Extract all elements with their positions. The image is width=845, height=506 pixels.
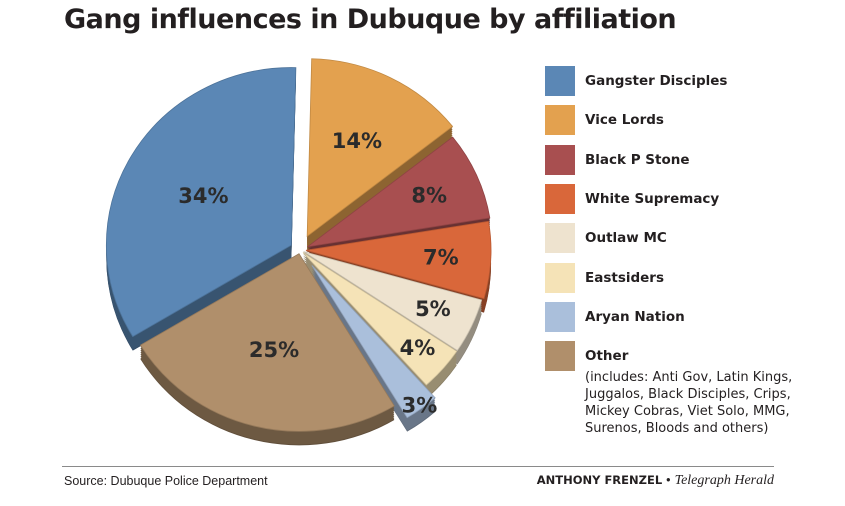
slice-eastsiders (302, 252, 458, 386)
slice-other (139, 253, 395, 432)
legend-other-note: (includes: Anti Gov, Latin Kings, Juggal… (585, 370, 793, 437)
legend-swatch (545, 183, 575, 214)
legend-label: Other (585, 348, 629, 365)
legend-label: Outlaw MC (585, 230, 667, 247)
legend-label: Aryan Nation (585, 308, 685, 325)
slice-label-white-supremacy: 7% (423, 246, 459, 270)
legend-label: Eastsiders (585, 269, 664, 286)
slice-black-p-stone (307, 136, 491, 248)
credit-paper: Telegraph Herald (674, 473, 774, 488)
legend-swatch (545, 144, 575, 175)
slice-label-black-p-stone: 8% (411, 183, 447, 207)
credit-line: ANTHONY FRENZEL • Telegraph Herald (537, 473, 774, 489)
credit-separator: • (666, 473, 671, 487)
legend-label: Black P Stone (585, 151, 690, 168)
slice-aryan-nation (311, 265, 436, 419)
slice-outlaw-mc (303, 251, 483, 351)
footer-rule (62, 466, 774, 467)
slice-label-aryan-nation: 3% (402, 394, 438, 418)
legend-label: White Supremacy (585, 190, 720, 207)
legend-swatch (545, 341, 575, 372)
legend-label: Gangster Disciples (585, 73, 728, 89)
slice-label-eastsiders: 4% (400, 336, 436, 360)
legend-label: Vice Lords (585, 112, 664, 129)
legend-swatch (545, 66, 575, 96)
slice-gangster-disciples (105, 67, 297, 338)
legend-swatch (545, 262, 575, 293)
slice-label-vice-lords: 14% (332, 129, 382, 153)
legend-swatch (545, 223, 575, 254)
slice-label-gangster-disciples: 34% (178, 184, 228, 208)
credit-name: ANTHONY FRENZEL (536, 473, 663, 487)
chart-title: Gang influences in Dubuque by affiliatio… (64, 4, 677, 35)
slice-vice-lords (306, 58, 454, 238)
source-note: Source: Dubuque Police Department (64, 474, 268, 488)
slice-label-other: 25% (249, 338, 299, 362)
legend-swatch (545, 301, 575, 332)
slice-white-supremacy (305, 220, 492, 300)
legend-swatch (545, 105, 575, 136)
slice-label-outlaw-mc: 5% (415, 297, 451, 321)
